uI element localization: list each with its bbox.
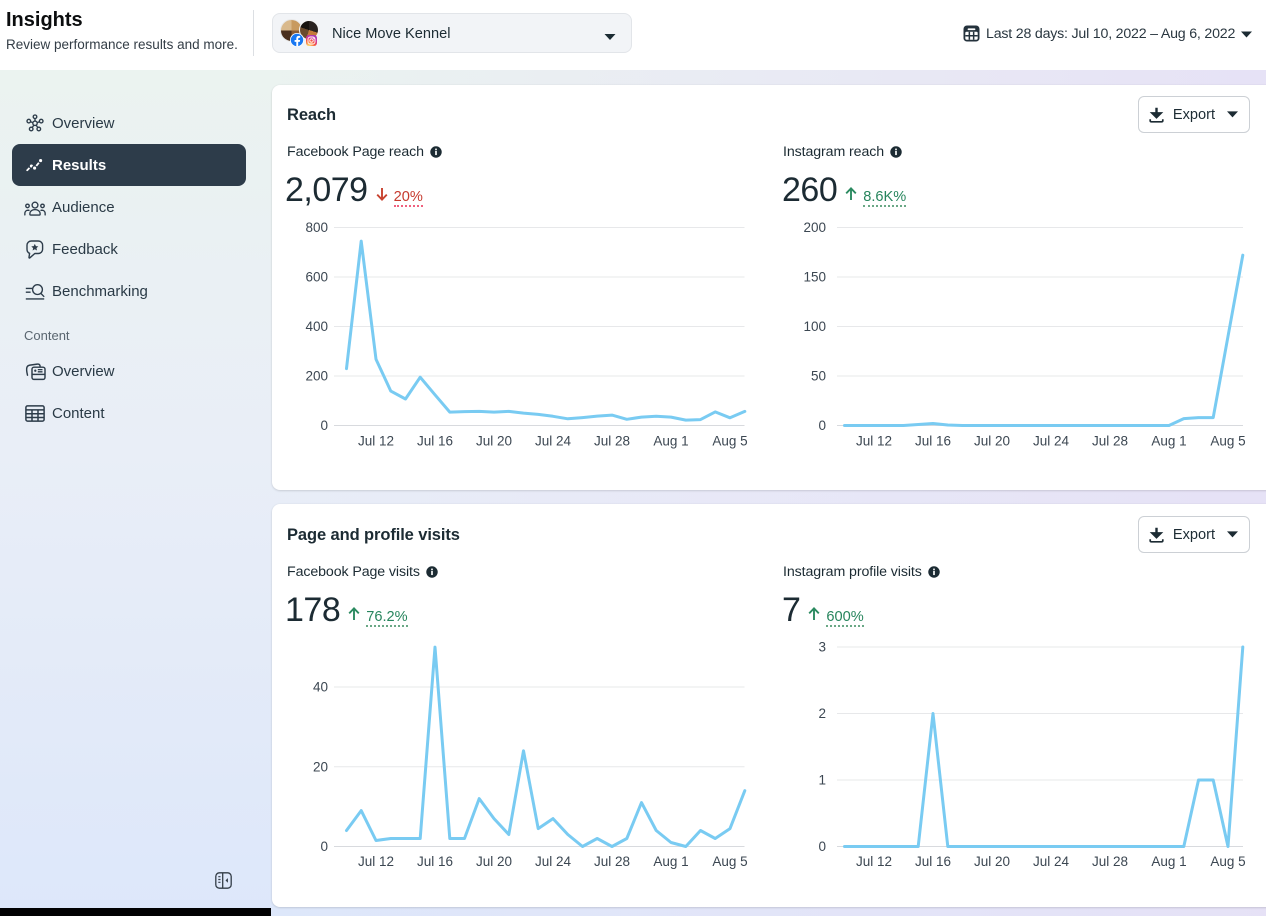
svg-text:40: 40 [313,680,328,695]
svg-text:Jul 20: Jul 20 [974,854,1010,869]
svg-text:600: 600 [305,270,328,285]
svg-text:Jul 20: Jul 20 [974,434,1010,449]
svg-text:1: 1 [818,773,826,788]
svg-text:Aug 1: Aug 1 [1151,854,1186,869]
svg-text:Jul 16: Jul 16 [915,854,951,869]
svg-text:Jul 28: Jul 28 [594,854,630,869]
svg-text:50: 50 [811,369,826,384]
svg-text:Jul 20: Jul 20 [476,854,512,869]
svg-text:Aug 5: Aug 5 [712,434,747,449]
svg-text:Aug 5: Aug 5 [1210,434,1245,449]
svg-text:20: 20 [313,759,328,774]
svg-text:800: 800 [305,220,328,235]
svg-text:Jul 24: Jul 24 [535,854,572,869]
svg-text:Jul 16: Jul 16 [915,434,951,449]
svg-text:2: 2 [818,706,826,721]
svg-text:Aug 5: Aug 5 [1210,854,1245,869]
svg-text:0: 0 [320,839,328,854]
svg-text:400: 400 [305,319,328,334]
svg-text:Aug 1: Aug 1 [1151,434,1186,449]
svg-text:100: 100 [803,319,826,334]
svg-text:Jul 24: Jul 24 [1033,854,1070,869]
svg-text:Aug 1: Aug 1 [653,854,688,869]
svg-text:200: 200 [803,220,826,235]
svg-text:0: 0 [818,839,826,854]
svg-text:3: 3 [818,640,826,655]
svg-text:200: 200 [305,369,328,384]
svg-text:Jul 12: Jul 12 [358,434,394,449]
svg-text:Jul 16: Jul 16 [417,854,453,869]
svg-text:Jul 12: Jul 12 [856,434,892,449]
svg-text:Jul 12: Jul 12 [856,854,892,869]
svg-text:Jul 28: Jul 28 [1092,854,1128,869]
svg-text:Jul 24: Jul 24 [535,434,572,449]
svg-text:Jul 28: Jul 28 [1092,434,1128,449]
svg-text:150: 150 [803,270,826,285]
svg-text:Aug 1: Aug 1 [653,434,688,449]
svg-text:Jul 16: Jul 16 [417,434,453,449]
svg-text:Jul 28: Jul 28 [594,434,630,449]
svg-text:Jul 20: Jul 20 [476,434,512,449]
svg-text:Jul 12: Jul 12 [358,854,394,869]
svg-text:0: 0 [818,418,826,433]
svg-text:0: 0 [320,418,328,433]
svg-text:Aug 5: Aug 5 [712,854,747,869]
svg-text:Jul 24: Jul 24 [1033,434,1070,449]
